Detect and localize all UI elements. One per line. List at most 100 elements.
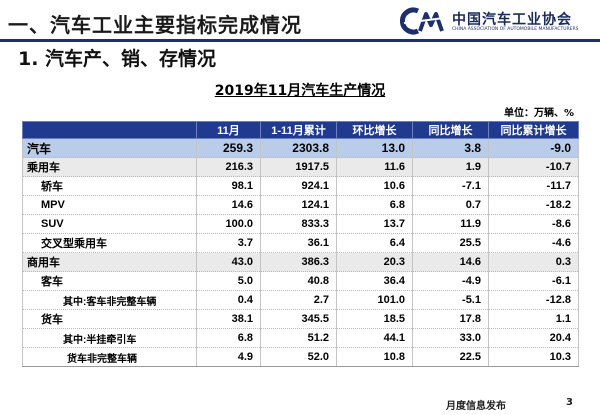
table-row: 其中:半挂牵引车 6.8 51.2 44.1 33.0 20.4 [22,328,579,348]
cell-mom-growth: 101.0 [336,290,413,310]
cell-month: 259.3 [196,138,261,158]
table-row: 商用车 43.0 386.3 20.3 14.6 0.3 [22,252,579,272]
cell-mom-growth: 11.6 [336,157,413,177]
section-title: 1. 汽车产、销、存情况 [18,48,217,70]
cell-yoy-growth: -4.9 [412,271,489,291]
cell-cumulative: 2.7 [260,290,337,310]
table-row: MPV 14.6 124.1 6.8 0.7 -18.2 [22,195,579,215]
cell-cumulative: 124.1 [260,195,337,215]
page-number: 3 [566,397,573,408]
cell-mom-growth: 10.6 [336,176,413,196]
cell-yoy-cumulative: -8.6 [488,214,579,234]
caam-logo-icon [400,7,445,35]
row-label: 货车 [22,309,197,329]
logo-chinese-name: 中国汽车工业协会 [452,12,572,28]
table-row: 客车 5.0 40.8 36.4 -4.9 -6.1 [22,271,579,291]
cell-month: 5.0 [196,271,261,291]
cell-month: 3.7 [196,233,261,253]
cell-cumulative: 833.3 [260,214,337,234]
cell-yoy-cumulative: -6.1 [488,271,579,291]
cell-mom-growth: 13.0 [336,138,413,158]
cell-month: 14.6 [196,195,261,215]
column-header-month: 11月 [196,121,261,139]
table-title: 2019年11月汽车生产情况 [214,83,386,99]
cell-yoy-growth: 14.6 [412,252,489,272]
column-header-mom-growth: 环比增长 [336,121,413,139]
row-label: 货车非完整车辆 [22,347,197,367]
cell-yoy-cumulative: 1.1 [488,309,579,329]
row-label: 乘用车 [22,157,197,177]
row-label: MPV [22,195,197,215]
cell-month: 43.0 [196,252,261,272]
cell-yoy-growth: 17.8 [412,309,489,329]
cell-month: 38.1 [196,309,261,329]
cell-yoy-cumulative: 20.4 [488,328,579,348]
unit-label: 单位：万辆、% [503,108,574,119]
cell-mom-growth: 20.3 [336,252,413,272]
cell-month: 0.4 [196,290,261,310]
cell-yoy-growth: -5.1 [412,290,489,310]
cell-mom-growth: 13.7 [336,214,413,234]
cell-cumulative: 924.1 [260,176,337,196]
column-header-yoy-cumulative-growth: 同比累计增长 [488,121,579,139]
column-header-yoy-growth: 同比增长 [412,121,489,139]
cell-cumulative: 51.2 [260,328,337,348]
cell-yoy-cumulative: -18.2 [488,195,579,215]
production-table: 11月 1-11月累计 环比增长 同比增长 同比累计增长 汽车 259.3 23… [22,121,579,367]
cell-yoy-cumulative: -12.8 [488,290,579,310]
row-label: 交叉型乘用车 [22,233,197,253]
table-row: 汽车 259.3 2303.8 13.0 3.8 -9.0 [22,138,579,158]
cell-yoy-cumulative: 0.3 [488,252,579,272]
cell-mom-growth: 18.5 [336,309,413,329]
cell-yoy-cumulative: 10.3 [488,347,579,367]
cell-month: 4.9 [196,347,261,367]
table-row: SUV 100.0 833.3 13.7 11.9 -8.6 [22,214,579,234]
cell-mom-growth: 36.4 [336,271,413,291]
table-row: 其中:客车非完整车辆 0.4 2.7 101.0 -5.1 -12.8 [22,290,579,310]
row-label: 其中:客车非完整车辆 [22,290,197,310]
cell-yoy-growth: 0.7 [412,195,489,215]
column-header-cumulative: 1-11月累计 [260,121,337,139]
page-header-title: 一、汽车工业主要指标完成情况 [8,13,302,37]
cell-month: 216.3 [196,157,261,177]
header-divider [0,39,600,42]
logo-english-name: CHINA ASSOCIATION OF AUTOMOBILE MANUFACT… [452,27,579,32]
cell-month: 100.0 [196,214,261,234]
row-label: SUV [22,214,197,234]
footer-label: 月度信息发布 [446,401,506,412]
cell-mom-growth: 10.8 [336,347,413,367]
cell-month: 6.8 [196,328,261,348]
cell-mom-growth: 44.1 [336,328,413,348]
column-header-category [22,121,197,139]
cell-cumulative: 2303.8 [260,138,337,158]
cell-yoy-growth: 1.9 [412,157,489,177]
cell-cumulative: 36.1 [260,233,337,253]
cell-cumulative: 345.5 [260,309,337,329]
table-row: 货车非完整车辆 4.9 52.0 10.8 22.5 10.3 [22,347,579,367]
cell-yoy-growth: 25.5 [412,233,489,253]
cell-cumulative: 40.8 [260,271,337,291]
cell-cumulative: 386.3 [260,252,337,272]
cell-yoy-growth: -7.1 [412,176,489,196]
cell-month: 98.1 [196,176,261,196]
cell-yoy-cumulative: -10.7 [488,157,579,177]
row-label: 客车 [22,271,197,291]
table-row: 货车 38.1 345.5 18.5 17.8 1.1 [22,309,579,329]
cell-yoy-growth: 33.0 [412,328,489,348]
cell-cumulative: 52.0 [260,347,337,367]
cell-yoy-cumulative: -4.6 [488,233,579,253]
cell-mom-growth: 6.4 [336,233,413,253]
row-label: 其中:半挂牵引车 [22,328,197,348]
table-row: 轿车 98.1 924.1 10.6 -7.1 -11.7 [22,176,579,196]
cell-yoy-growth: 22.5 [412,347,489,367]
row-label: 轿车 [22,176,197,196]
cell-yoy-growth: 11.9 [412,214,489,234]
row-label: 商用车 [22,252,197,272]
table-header-row: 11月 1-11月累计 环比增长 同比增长 同比累计增长 [22,121,579,139]
cell-yoy-cumulative: -11.7 [488,176,579,196]
cell-yoy-cumulative: -9.0 [488,138,579,158]
cell-cumulative: 1917.5 [260,157,337,177]
table-row: 交叉型乘用车 3.7 36.1 6.4 25.5 -4.6 [22,233,579,253]
association-logo: 中国汽车工业协会 CHINA ASSOCIATION OF AUTOMOBILE… [400,6,590,36]
cell-yoy-growth: 3.8 [412,138,489,158]
